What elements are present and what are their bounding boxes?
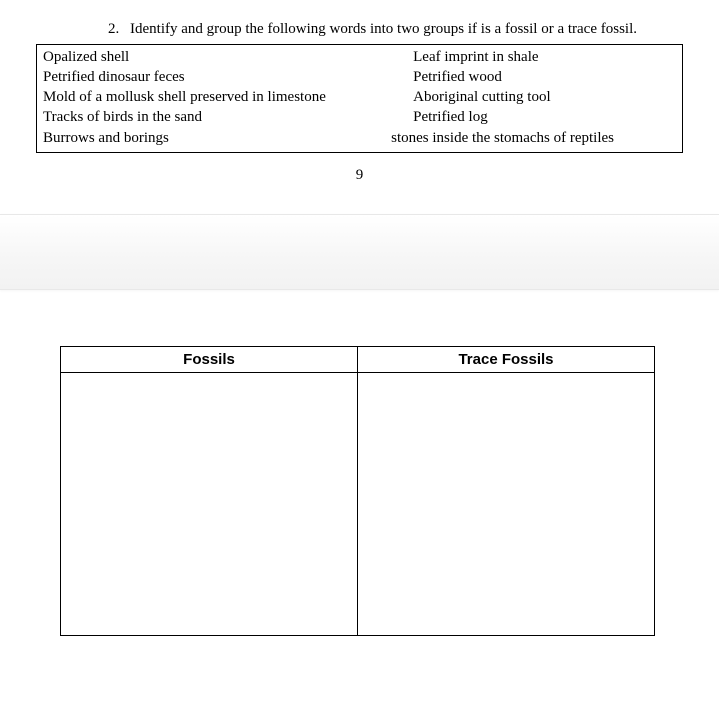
word-item-right: stones inside the stomachs of reptiles xyxy=(391,128,676,148)
word-item-right: Petrified log xyxy=(391,107,698,127)
table-header-row: Fossils Trace Fossils xyxy=(61,346,655,372)
page-bottom-section: Fossils Trace Fossils xyxy=(0,290,719,656)
question-block: 2. Identify and group the following word… xyxy=(108,20,683,40)
answer-cell-fossils xyxy=(61,372,358,635)
word-row: Burrows and borings stones inside the st… xyxy=(43,128,676,148)
column-header-trace-fossils: Trace Fossils xyxy=(358,346,655,372)
page-top-section: 2. Identify and group the following word… xyxy=(0,0,719,194)
word-item-right: Petrified wood xyxy=(391,67,698,87)
page-number: 9 xyxy=(36,167,683,184)
answer-cell-trace-fossils xyxy=(358,372,655,635)
word-list-box: Opalized shell Leaf imprint in shale Pet… xyxy=(36,44,683,153)
word-row: Petrified dinosaur feces Petrified wood xyxy=(43,67,676,87)
word-item-right: Aboriginal cutting tool xyxy=(391,87,698,107)
table-row xyxy=(61,372,655,635)
answer-table: Fossils Trace Fossils xyxy=(60,346,655,636)
word-item-left: Tracks of birds in the sand xyxy=(43,107,391,127)
question-prompt: Identify and group the following words i… xyxy=(130,20,683,40)
word-item-left: Opalized shell xyxy=(43,47,391,67)
page-break-divider xyxy=(0,214,719,290)
question-number: 2. xyxy=(108,20,130,40)
word-row: Opalized shell Leaf imprint in shale xyxy=(43,47,676,67)
word-row: Tracks of birds in the sand Petrified lo… xyxy=(43,107,676,127)
word-item-left: Mold of a mollusk shell preserved in lim… xyxy=(43,87,391,107)
word-item-left: Burrows and borings xyxy=(43,128,391,148)
word-row: Mold of a mollusk shell preserved in lim… xyxy=(43,87,676,107)
word-item-left: Petrified dinosaur feces xyxy=(43,67,391,87)
word-item-right: Leaf imprint in shale xyxy=(391,47,698,67)
column-header-fossils: Fossils xyxy=(61,346,358,372)
